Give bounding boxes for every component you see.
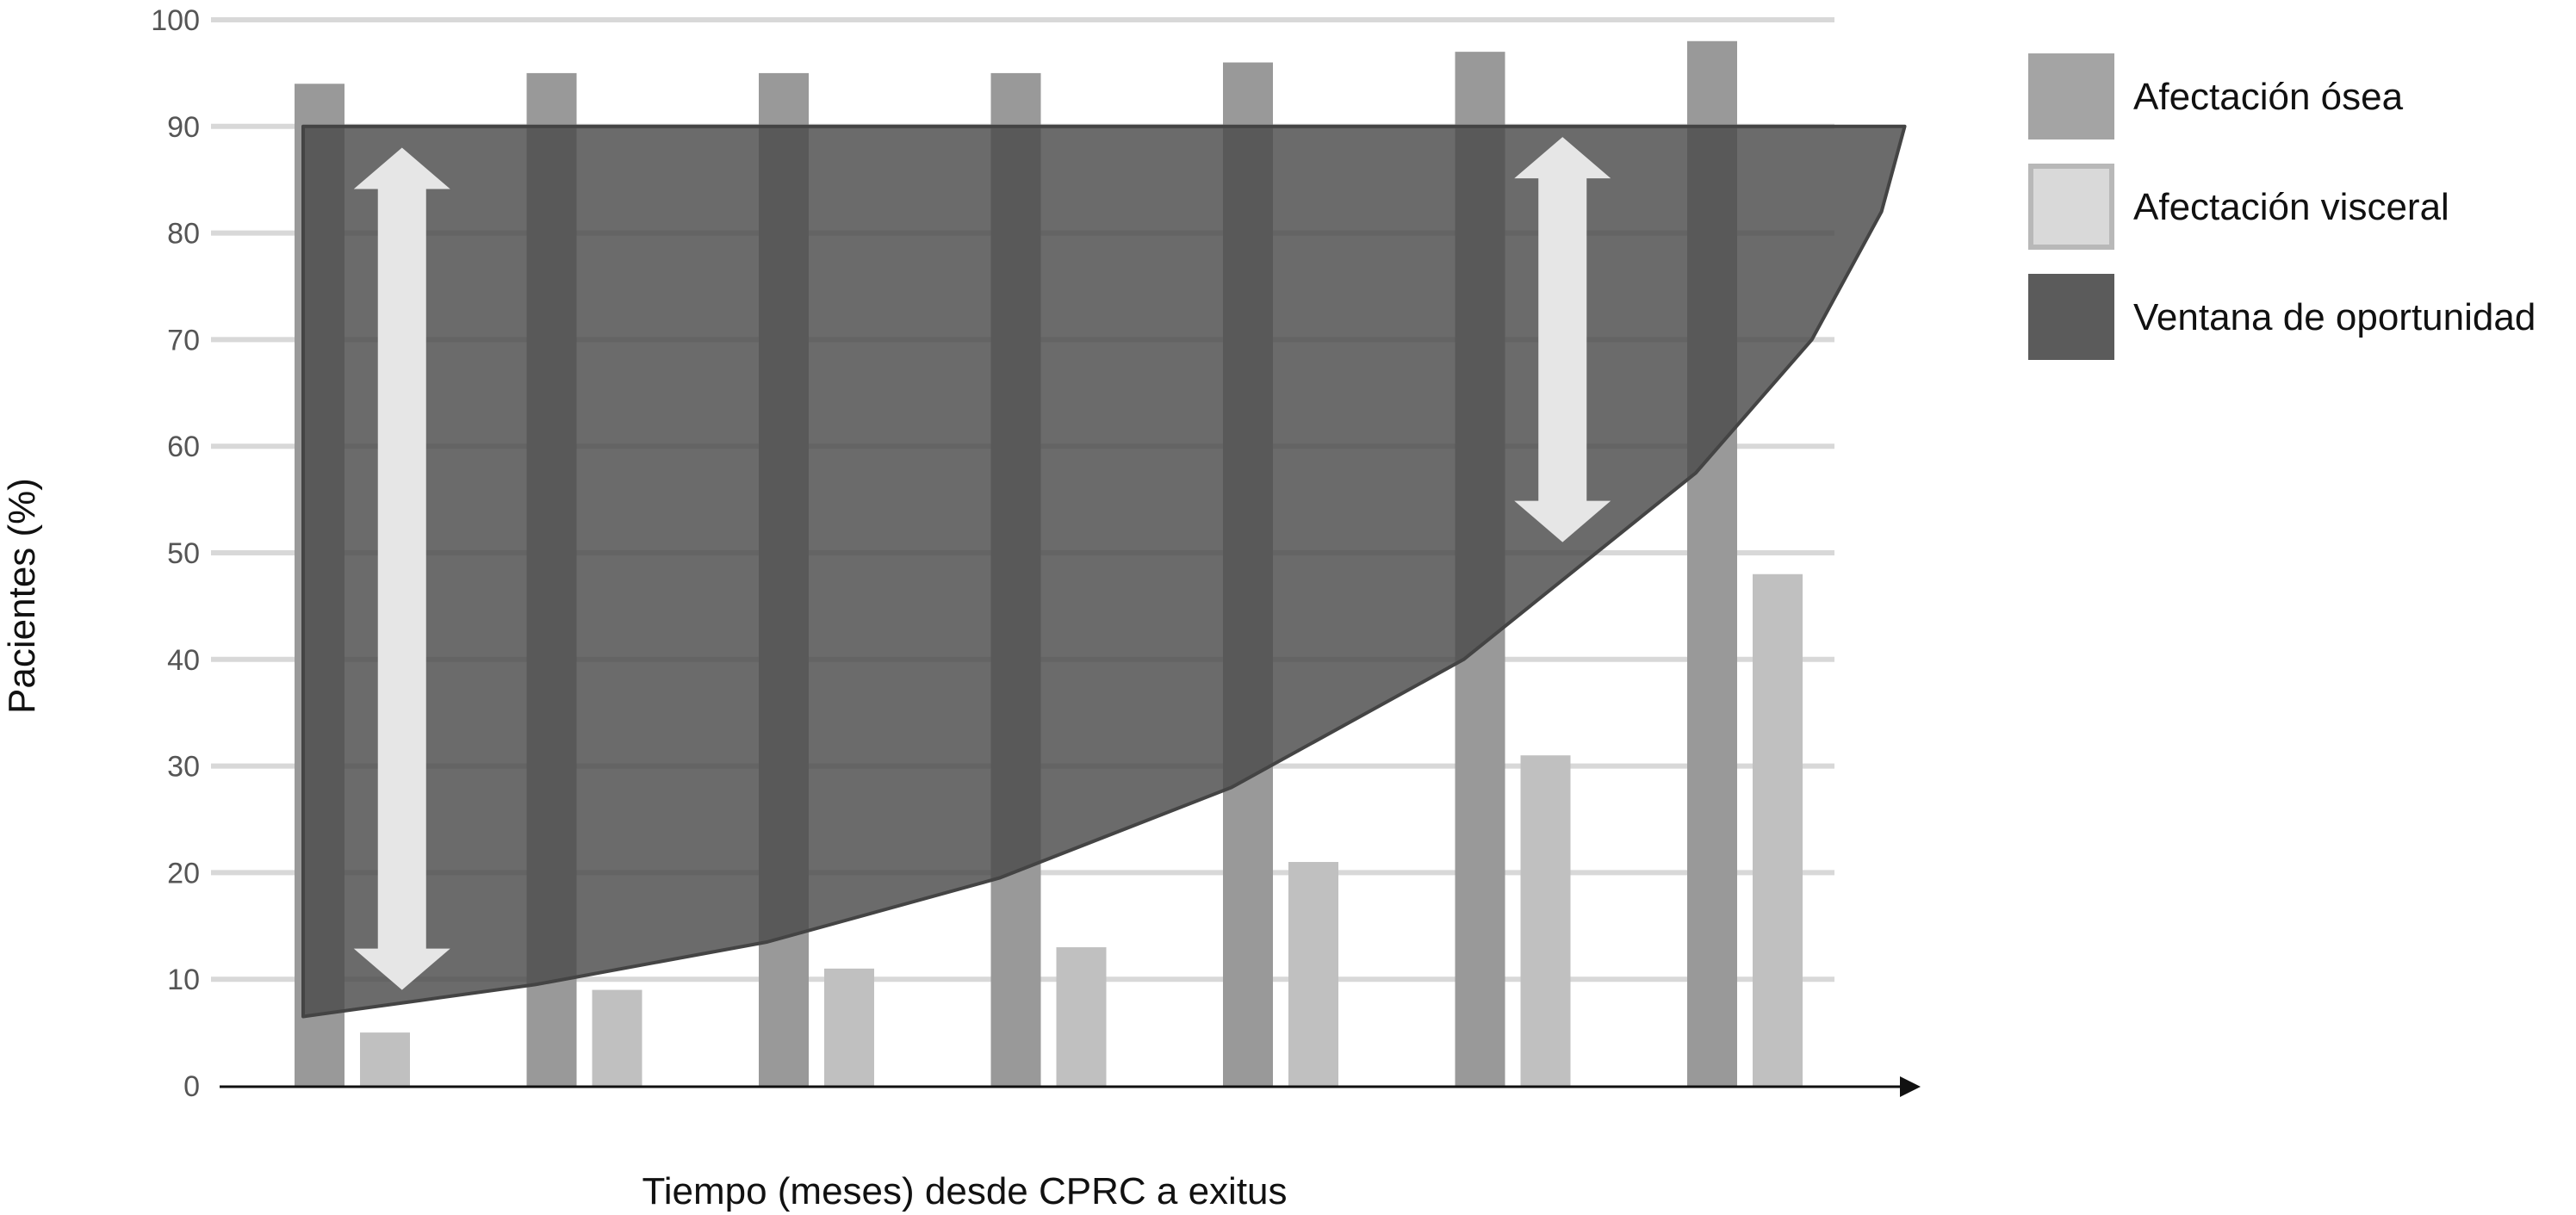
double-arrow <box>353 147 450 990</box>
y-tick-label: 20 <box>167 857 200 890</box>
legend-label: Ventana de oportunidad <box>2133 296 2536 338</box>
y-tick-label: 10 <box>167 964 200 996</box>
bar-afectacion-visceral <box>1520 755 1571 1086</box>
arrows <box>353 137 1611 990</box>
y-axis-ticks: 0 10 20 30 40 50 60 70 80 90 100 <box>151 4 200 1103</box>
bar-afectacion-visceral <box>592 989 642 1086</box>
x-axis <box>220 1076 1921 1097</box>
legend-label: Afectación visceral <box>2133 186 2449 228</box>
x-axis-title: Tiempo (meses) desde CPRC a exitus <box>642 1170 1287 1212</box>
y-axis-title: Pacientes (%) <box>1 478 43 714</box>
y-tick-label: 80 <box>167 218 200 251</box>
legend-label: Afectación ósea <box>2133 76 2404 118</box>
y-tick-label: 70 <box>167 324 200 356</box>
y-tick-label: 100 <box>151 4 200 37</box>
x-axis-arrowhead <box>1900 1076 1921 1097</box>
y-tick-label: 0 <box>183 1070 200 1103</box>
bar-afectacion-visceral <box>824 968 874 1086</box>
y-tick-label: 30 <box>167 751 200 784</box>
opportunity-window <box>301 124 1907 1019</box>
bar-afectacion-visceral <box>360 1032 410 1086</box>
legend-swatch <box>2028 164 2114 250</box>
legend-swatch <box>2028 53 2114 139</box>
y-tick-label: 40 <box>167 644 200 677</box>
y-tick-label: 50 <box>167 537 200 570</box>
y-tick-label: 60 <box>167 431 200 463</box>
bar-afectacion-visceral <box>1753 573 1803 1086</box>
double-arrow <box>1514 137 1611 542</box>
bar-afectacion-visceral <box>1288 862 1338 1086</box>
opportunity-window-area <box>301 124 1907 1019</box>
legend-swatch <box>2028 274 2114 360</box>
y-tick-label: 90 <box>167 111 200 144</box>
bar-afectacion-visceral <box>1056 947 1107 1086</box>
